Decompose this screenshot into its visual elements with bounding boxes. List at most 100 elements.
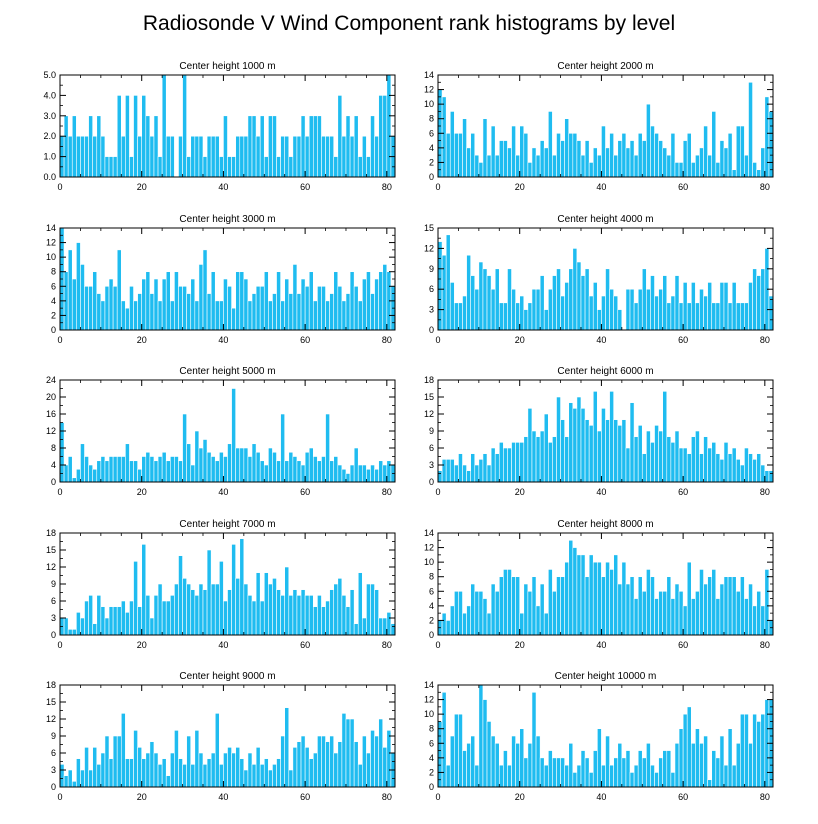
bar: [296, 135, 302, 178]
bar: [686, 132, 692, 178]
bar: [523, 436, 529, 483]
bar: [719, 282, 725, 331]
bar: [462, 612, 467, 636]
bar: [235, 747, 241, 788]
bar: [756, 169, 762, 178]
bar: [715, 162, 721, 178]
bar: [695, 154, 700, 178]
y-tick-label: 6: [51, 596, 56, 606]
bar: [272, 293, 277, 331]
bar: [592, 147, 598, 178]
bar: [382, 95, 388, 178]
bar: [210, 752, 216, 788]
bar: [445, 459, 451, 483]
bar: [646, 430, 651, 483]
bar: [341, 300, 347, 331]
bar: [564, 282, 570, 331]
bar: [454, 464, 459, 483]
bar: [482, 268, 488, 331]
bar: [88, 464, 93, 483]
bar: [478, 459, 484, 483]
bar: [646, 742, 651, 788]
y-tick-label: 14: [424, 528, 434, 538]
bar: [474, 464, 480, 483]
bar: [321, 285, 326, 331]
bar: [723, 576, 729, 636]
y-tick-label: 0: [429, 172, 434, 182]
bar: [478, 162, 484, 178]
bar: [63, 115, 69, 178]
bar: [263, 464, 269, 483]
y-tick-label: 12: [424, 543, 434, 553]
bar: [449, 735, 455, 788]
x-tick-label: 20: [137, 640, 147, 650]
bar: [92, 747, 98, 788]
bar: [292, 747, 298, 788]
bar: [601, 408, 606, 483]
bar: [719, 459, 725, 483]
bar: [321, 135, 326, 178]
bar: [67, 249, 73, 331]
bar: [597, 430, 602, 483]
bar: [690, 162, 696, 178]
bar: [182, 764, 187, 788]
x-tick-label: 40: [596, 335, 606, 345]
bar: [321, 456, 326, 483]
bar: [703, 583, 708, 636]
bar: [552, 436, 557, 483]
bar: [100, 135, 106, 178]
bar: [535, 605, 541, 636]
bar: [707, 154, 713, 178]
bar: [304, 285, 310, 331]
bar: [198, 752, 204, 788]
bar: [678, 302, 684, 331]
bar: [748, 742, 753, 788]
x-tick-label: 80: [382, 487, 392, 497]
bar: [458, 302, 463, 331]
bar: [474, 154, 480, 178]
bar: [662, 275, 668, 331]
bar: [588, 295, 594, 331]
bar: [548, 569, 553, 636]
bar: [703, 125, 708, 178]
bar: [690, 436, 696, 483]
bar: [202, 249, 208, 331]
bar: [744, 447, 749, 483]
bar: [695, 590, 700, 636]
bar: [482, 118, 488, 178]
bar: [543, 612, 549, 636]
bar: [125, 95, 130, 178]
bar: [198, 447, 204, 483]
x-tick-label: 60: [300, 640, 310, 650]
x-tick-label: 80: [760, 640, 770, 650]
y-tick-label: 3: [429, 305, 434, 315]
bar: [357, 300, 363, 331]
bar: [129, 600, 134, 636]
x-tick-label: 80: [382, 335, 392, 345]
bar: [503, 447, 508, 483]
bar: [378, 718, 384, 788]
y-tick-label: 15: [424, 223, 434, 233]
bar: [498, 764, 504, 788]
bar: [682, 605, 688, 636]
bar: [206, 451, 212, 483]
bar: [84, 600, 89, 636]
bar: [341, 713, 347, 788]
bar: [682, 447, 688, 483]
bar: [108, 156, 114, 178]
bar: [337, 285, 343, 331]
bar: [153, 115, 159, 178]
bar: [715, 757, 721, 788]
bar: [482, 453, 488, 483]
bar: [120, 713, 126, 788]
bar: [609, 569, 614, 636]
bar: [490, 288, 496, 331]
bar: [104, 735, 110, 788]
bar: [445, 132, 451, 178]
bar: [707, 576, 713, 636]
bar: [699, 569, 704, 636]
x-tick-label: 80: [382, 792, 392, 802]
bar: [321, 735, 326, 788]
bar: [104, 460, 110, 483]
bar: [116, 735, 122, 788]
